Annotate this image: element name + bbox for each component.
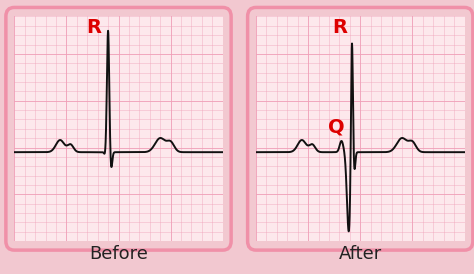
Text: R: R xyxy=(332,18,347,37)
Text: After: After xyxy=(338,245,382,263)
Text: Before: Before xyxy=(89,245,148,263)
Text: Q: Q xyxy=(328,117,345,136)
Text: R: R xyxy=(86,18,101,37)
